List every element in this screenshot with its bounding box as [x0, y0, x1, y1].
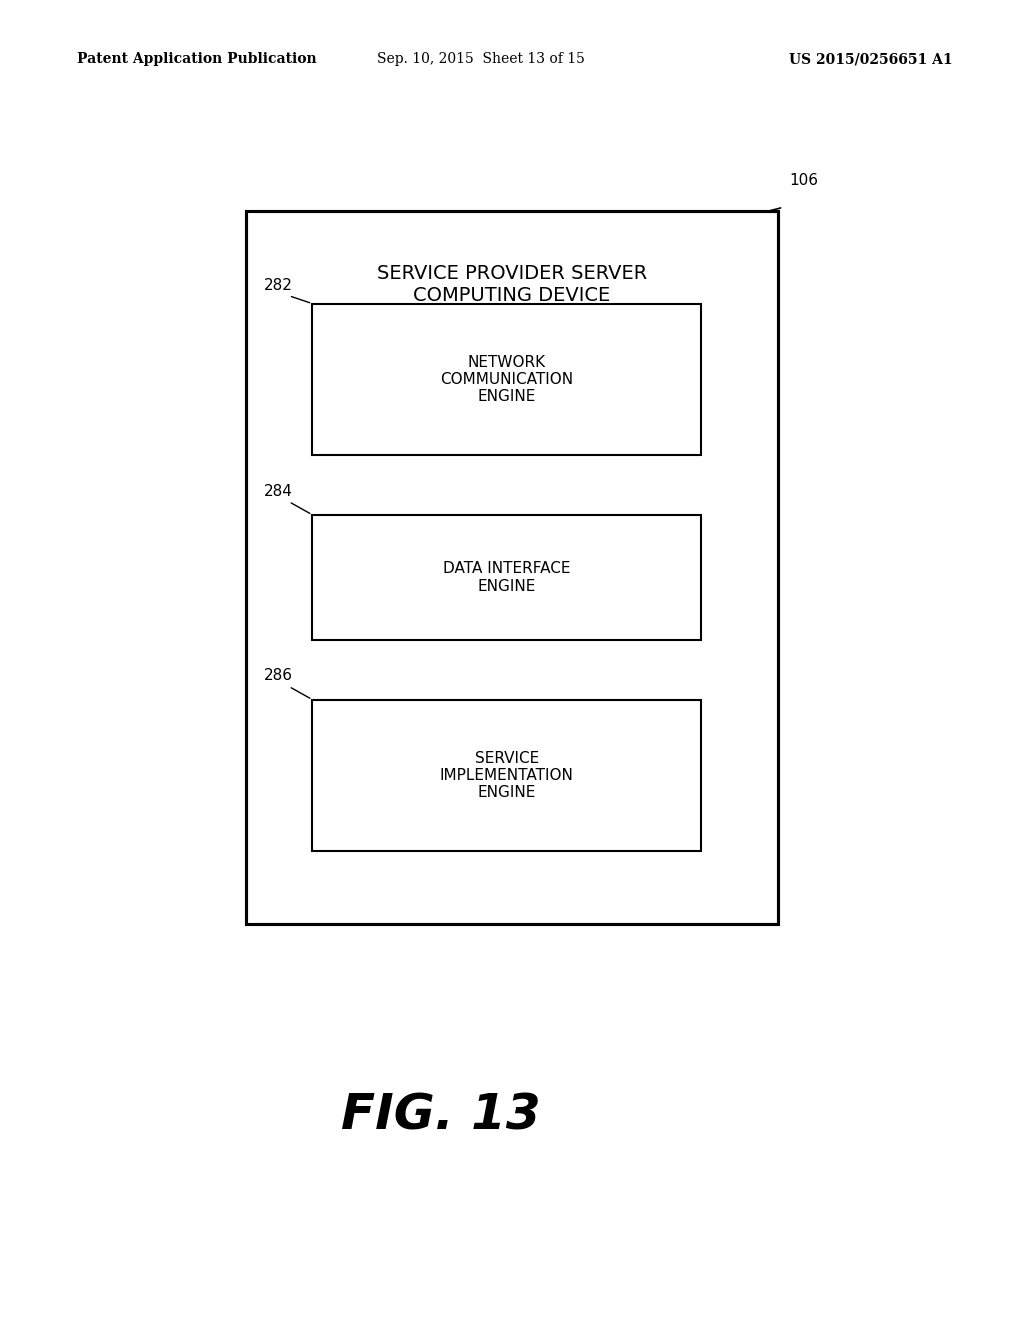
FancyBboxPatch shape	[312, 304, 701, 455]
Text: 284: 284	[264, 483, 293, 499]
FancyBboxPatch shape	[246, 211, 778, 924]
FancyBboxPatch shape	[312, 515, 701, 640]
Text: FIG. 13: FIG. 13	[341, 1092, 540, 1139]
Text: Patent Application Publication: Patent Application Publication	[77, 53, 316, 66]
Text: SERVICE PROVIDER SERVER
COMPUTING DEVICE: SERVICE PROVIDER SERVER COMPUTING DEVICE	[377, 264, 647, 305]
FancyBboxPatch shape	[312, 700, 701, 851]
Text: 282: 282	[264, 277, 293, 293]
Text: 286: 286	[264, 668, 293, 684]
Text: NETWORK
COMMUNICATION
ENGINE: NETWORK COMMUNICATION ENGINE	[440, 355, 573, 404]
Text: DATA INTERFACE
ENGINE: DATA INTERFACE ENGINE	[443, 561, 570, 594]
Text: 106: 106	[790, 173, 818, 189]
Text: Sep. 10, 2015  Sheet 13 of 15: Sep. 10, 2015 Sheet 13 of 15	[377, 53, 586, 66]
Text: US 2015/0256651 A1: US 2015/0256651 A1	[788, 53, 952, 66]
Text: SERVICE
IMPLEMENTATION
ENGINE: SERVICE IMPLEMENTATION ENGINE	[440, 751, 573, 800]
